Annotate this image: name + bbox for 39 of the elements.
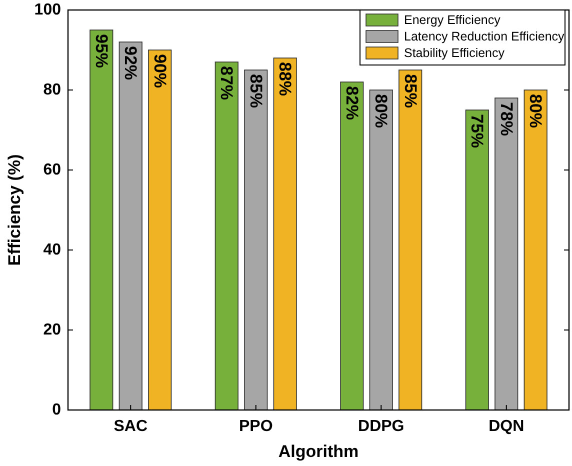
data-label: 80% bbox=[526, 94, 546, 128]
data-label: 88% bbox=[276, 62, 295, 96]
bar bbox=[369, 90, 393, 410]
y-tick-label: 80 bbox=[43, 82, 62, 98]
bar bbox=[148, 50, 172, 410]
bar bbox=[465, 110, 489, 410]
bar bbox=[244, 70, 268, 410]
y-tick-label: 0 bbox=[52, 402, 62, 418]
y-tick-label: 60 bbox=[43, 162, 62, 178]
legend-label: Latency Reduction Efficiency bbox=[404, 30, 566, 44]
data-label: 85% bbox=[400, 74, 420, 108]
x-tick-label: DDPG bbox=[358, 418, 404, 435]
x-axis-title: Algorithm bbox=[278, 442, 359, 461]
bar bbox=[90, 30, 114, 410]
data-label: 95% bbox=[92, 34, 111, 68]
data-label: 90% bbox=[150, 54, 170, 88]
bar bbox=[118, 42, 142, 410]
bar bbox=[524, 90, 548, 410]
bar bbox=[398, 70, 422, 410]
x-tick-label: DQN bbox=[488, 418, 524, 435]
y-tick-label: 40 bbox=[43, 242, 62, 258]
bar bbox=[273, 58, 297, 410]
data-label: 82% bbox=[342, 86, 362, 120]
y-tick-label: 20 bbox=[43, 322, 62, 338]
x-tick-label: SAC bbox=[114, 418, 148, 435]
data-label: 87% bbox=[217, 66, 236, 100]
bar bbox=[494, 98, 518, 410]
legend-label: Energy Efficiency bbox=[404, 13, 502, 27]
bar bbox=[340, 82, 364, 410]
data-label: 80% bbox=[372, 94, 391, 128]
x-tick-label: PPO bbox=[238, 418, 273, 435]
bar bbox=[214, 62, 238, 410]
data-label: 92% bbox=[121, 46, 140, 80]
data-label: 75% bbox=[468, 114, 487, 148]
y-tick-label: 100 bbox=[34, 2, 62, 18]
y-axis-title: Efficiency (%) bbox=[5, 154, 24, 266]
data-label: 78% bbox=[496, 102, 516, 136]
data-label: 85% bbox=[246, 74, 266, 108]
legend-label: Stability Efficiency bbox=[404, 46, 506, 60]
